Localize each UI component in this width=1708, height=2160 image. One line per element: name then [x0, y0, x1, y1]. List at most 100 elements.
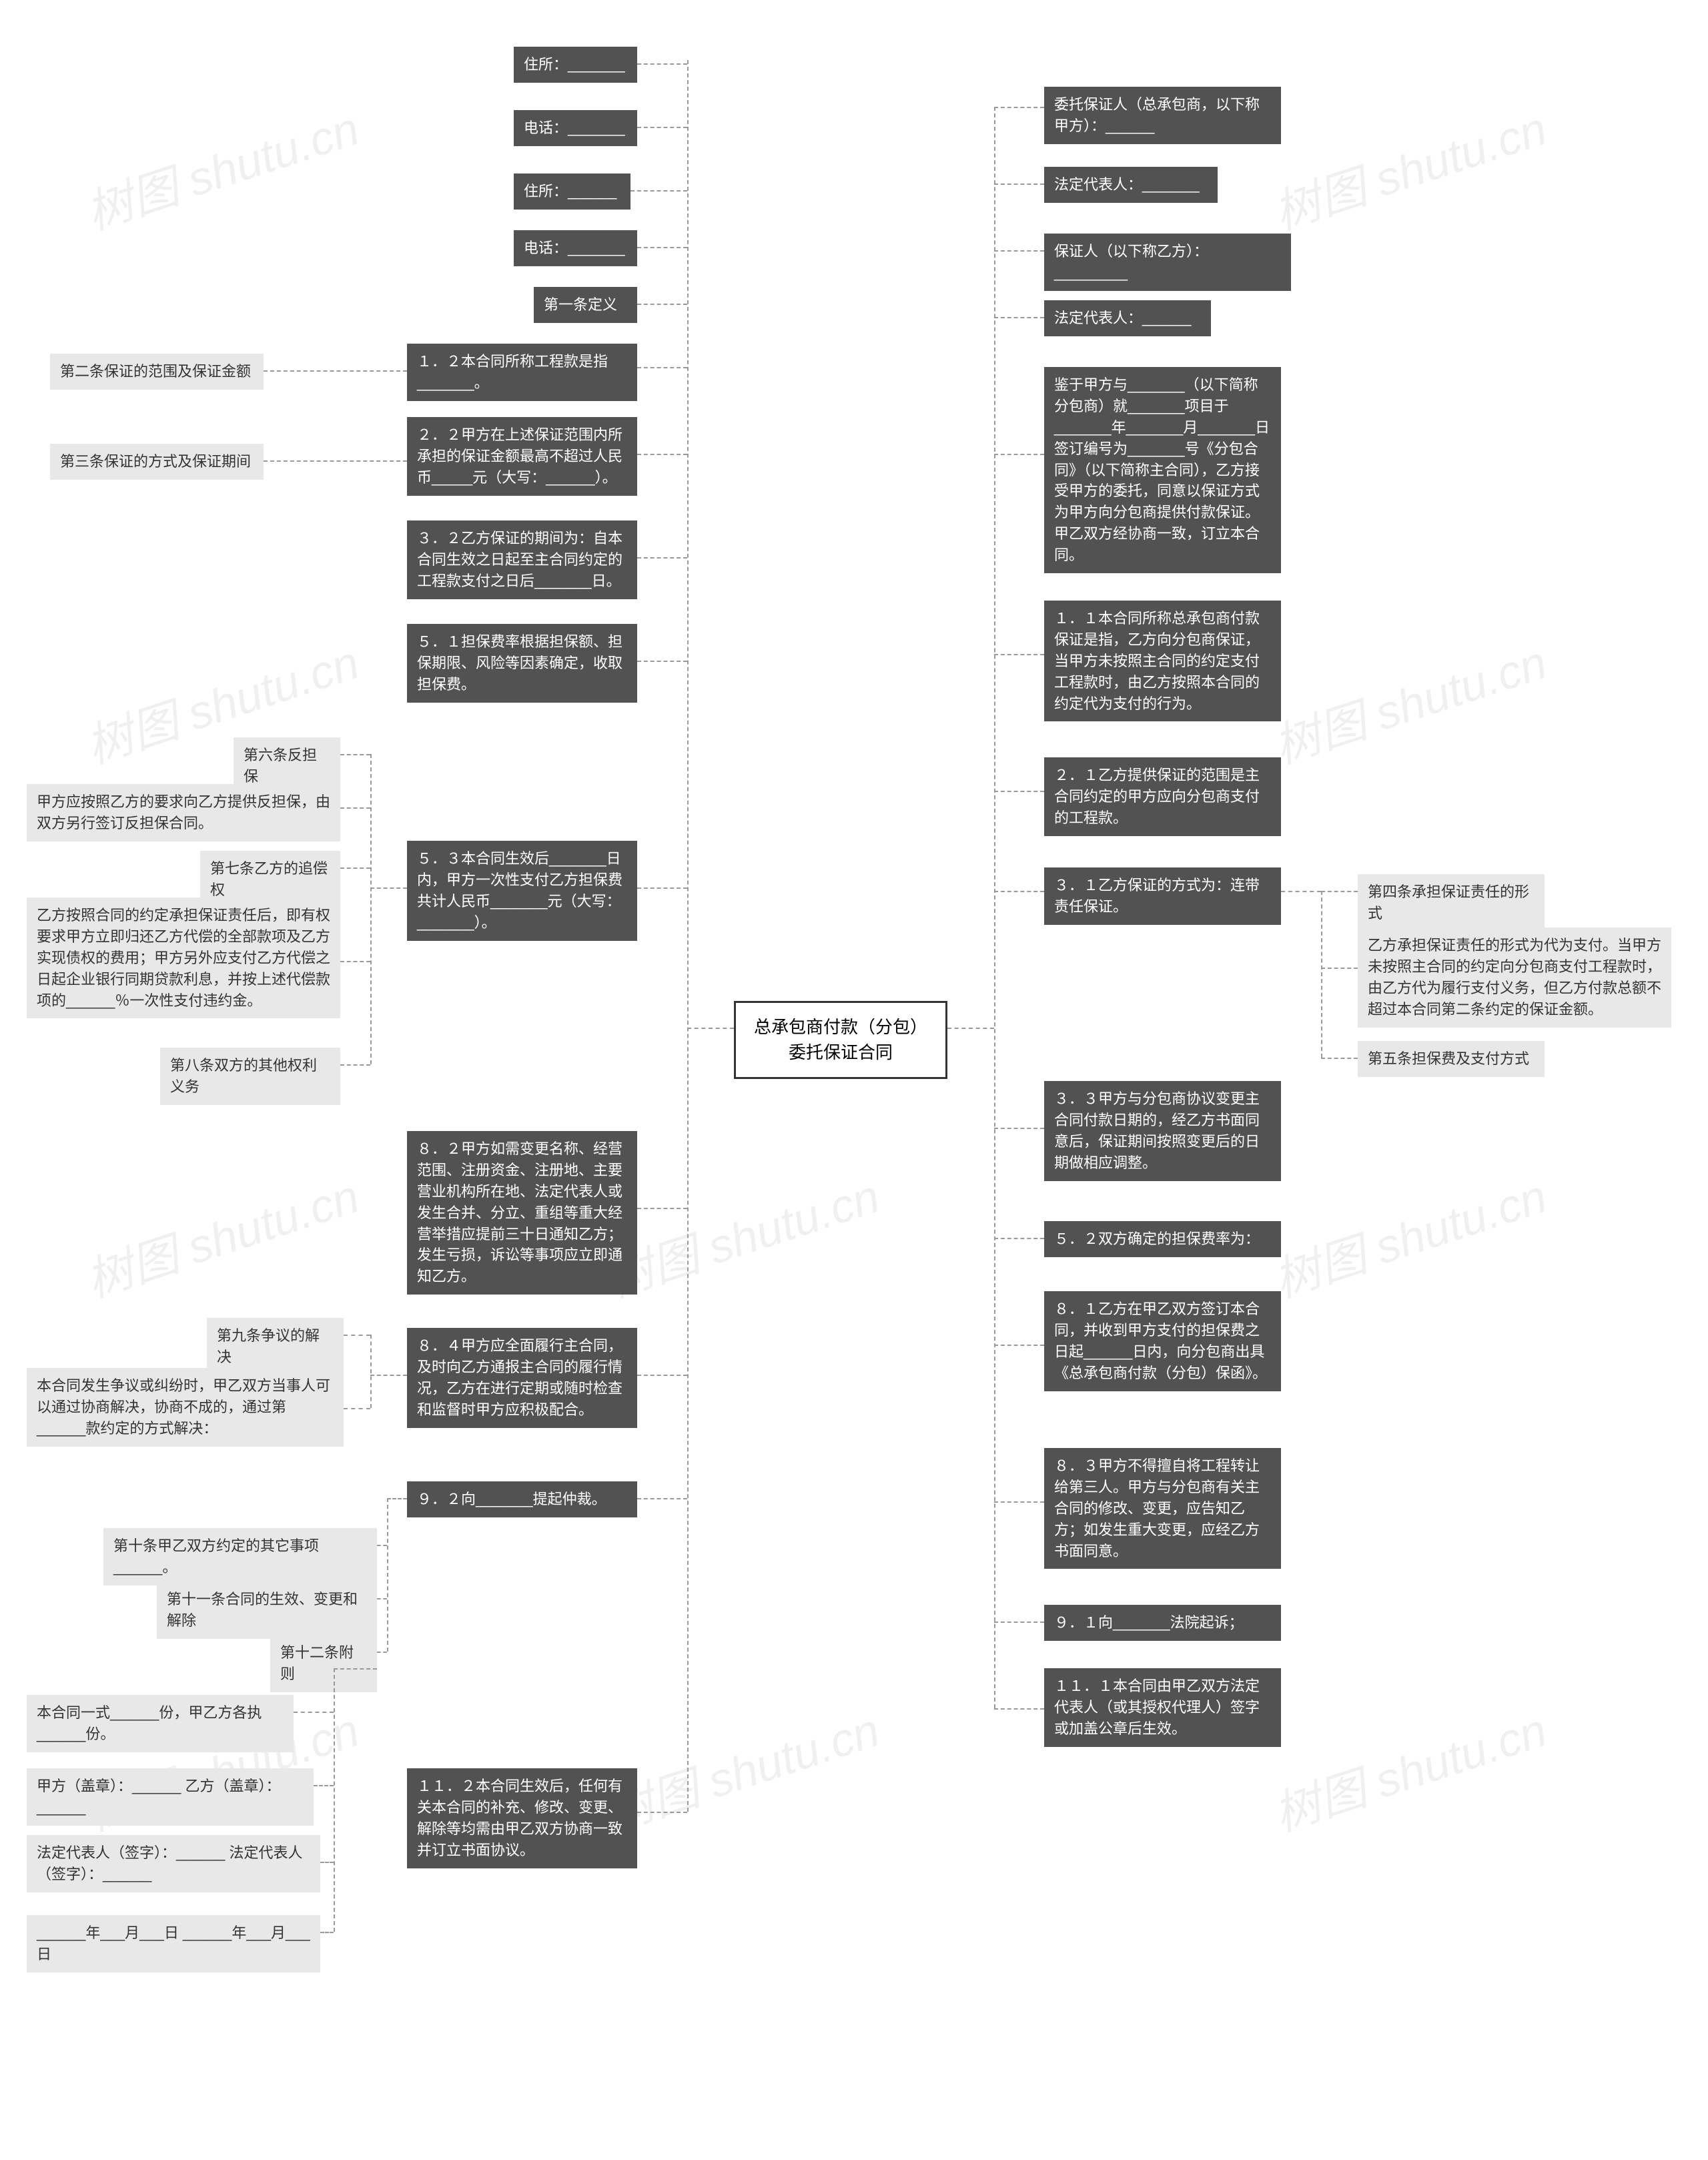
conn-l1 [637, 127, 687, 128]
left-c12b: 第十一条合同的生效、变更和解除 [157, 1581, 377, 1639]
conn-r4 [994, 454, 1044, 455]
conn-root-left [687, 1028, 734, 1029]
right-r13: １１．１本合同由甲乙双方法定代表人（或其授权代理人）签字或加盖公章后生效。 [1044, 1668, 1281, 1747]
conn-l9d [340, 961, 370, 962]
conn-l12 [637, 1498, 687, 1499]
left-c9: ５．３本合同生效后_______日内，甲方一次性支付乙方担保费共计人民币____… [407, 841, 637, 941]
left-c9d: 乙方按照合同的约定承担保证责任后，即有权要求甲方立即归还乙方代偿的全部款项及乙方… [27, 897, 340, 1018]
conn-r7-out [1281, 891, 1321, 892]
left-c2: 住所：______ [514, 173, 630, 210]
conn-l9-spine [370, 754, 372, 1064]
conn-l12c-out [334, 1668, 377, 1670]
conn-r8 [994, 1128, 1044, 1129]
conn-r7c [1321, 1058, 1358, 1059]
conn-l12g [320, 1932, 334, 1933]
conn-l11-out [370, 1375, 407, 1376]
left-c12a: 第十条甲乙双方约定的其它事项______。 [103, 1528, 377, 1585]
watermark: 树图 shutu.cn [77, 1159, 367, 1311]
right-r7: ３．１乙方保证的方式为：连带责任保证。 [1044, 867, 1281, 925]
conn-r5 [994, 654, 1044, 655]
conn-l9-out [370, 887, 407, 889]
right-r7a: 第四条承担保证责任的形式 [1358, 874, 1545, 932]
left-c4: 第一条定义 [534, 287, 637, 323]
conn-l12-spine1 [387, 1498, 388, 1652]
right-r10: ８．１乙方在甲乙双方签订本合同，并收到甲方支付的担保费之日起______日内，向… [1044, 1291, 1281, 1391]
watermark: 树图 shutu.cn [597, 1159, 887, 1311]
left-c11a: 第九条争议的解决 [207, 1318, 344, 1375]
root-node: 总承包商付款（分包）委托保证合同 [734, 1001, 947, 1079]
watermark: 树图 shutu.cn [1264, 1693, 1555, 1844]
conn-l12c [377, 1652, 387, 1653]
left-c5: １．２本合同所称工程款是指_______。 [407, 344, 637, 401]
watermark: 树图 shutu.cn [1264, 91, 1555, 243]
conn-r7 [994, 891, 1044, 892]
right-r8: ３．３甲方与分包商协议变更主合同付款日期的，经乙方书面同意后，保证期间按照变更后… [1044, 1081, 1281, 1181]
conn-r0 [994, 107, 1044, 108]
watermark: 树图 shutu.cn [597, 1693, 887, 1844]
left-c12g: ______年___月___日 ______年___月___日 [27, 1915, 320, 1972]
conn-l13 [637, 1812, 687, 1813]
right-r7c: 第五条担保费及支付方式 [1358, 1041, 1545, 1077]
conn-left-spine [687, 60, 689, 1812]
conn-l12b [377, 1598, 387, 1599]
left-c12c: 第十二条附则 [270, 1635, 377, 1692]
right-r6: ２．１乙方提供保证的范围是主合同约定的甲方应向分包商支付的工程款。 [1044, 757, 1281, 836]
left-c12: ９．２向_______提起仲裁。 [407, 1481, 637, 1517]
left-c6a: 第三条保证的方式及保证期间 [50, 444, 264, 480]
conn-r7-spine [1321, 891, 1322, 1058]
conn-l9a [340, 754, 370, 755]
watermark: 树图 shutu.cn [77, 91, 367, 243]
conn-l10 [637, 1208, 687, 1209]
conn-l12d [294, 1712, 334, 1713]
right-r7b: 乙方承担保证责任的形式为代为支付。当甲方未按照主合同的约定向分包商支付工程款时，… [1358, 928, 1671, 1028]
right-r4: 鉴于甲方与_______（以下简称分包商）就_______项目于_______年… [1044, 367, 1281, 573]
conn-l11a [344, 1335, 370, 1336]
right-r12: ９．１向_______法院起诉； [1044, 1605, 1281, 1641]
conn-r1 [994, 184, 1044, 185]
conn-l11-spine [370, 1335, 372, 1408]
conn-l6 [637, 454, 687, 455]
right-r3: 法定代表人：______ [1044, 300, 1211, 336]
conn-l12e [314, 1785, 334, 1786]
conn-r7a [1321, 891, 1358, 892]
left-c6: ２．２甲方在上述保证范围内所承担的保证金额最高不超过人民币_____元（大写：_… [407, 417, 637, 496]
left-c11: ８．４甲方应全面履行主合同，及时向乙方通报主合同的履行情况，乙方在进行定期或随时… [407, 1328, 637, 1428]
left-c12d: 本合同一式______份，甲乙方各执______份。 [27, 1695, 294, 1752]
conn-r6 [994, 791, 1044, 792]
conn-l5 [637, 367, 687, 368]
conn-r3 [994, 317, 1044, 318]
left-c3: 电话：_______ [514, 230, 637, 266]
conn-r12 [994, 1622, 1044, 1623]
conn-l5a [264, 370, 407, 372]
conn-r9 [994, 1238, 1044, 1239]
conn-l12a [377, 1545, 387, 1546]
left-c11b: 本合同发生争议或纠纷时，甲乙双方当事人可以通过协商解决，协商不成的，通过第___… [27, 1368, 344, 1447]
conn-l12-out [387, 1498, 407, 1499]
conn-l8 [637, 661, 687, 662]
conn-l4 [637, 304, 687, 305]
conn-l3 [637, 247, 687, 248]
right-r11: ８．３甲方不得擅自将工程转让给第三人。甲方与分包商有关主合同的修改、变更，应告知… [1044, 1448, 1281, 1569]
right-r0: 委托保证人（总承包商，以下称甲方）：______ [1044, 87, 1281, 144]
left-c1: 电话：_______ [514, 110, 637, 146]
left-c5a: 第二条保证的范围及保证金额 [50, 354, 264, 390]
left-c8: ５．１担保费率根据担保额、担保期限、风险等因素确定，收取担保费。 [407, 624, 637, 703]
conn-l12f [320, 1862, 334, 1863]
watermark: 树图 shutu.cn [1264, 625, 1555, 777]
left-c12e: 甲方（盖章）：______ 乙方（盖章）：______ [27, 1768, 314, 1826]
right-r2: 保证人（以下称乙方）：_________ [1044, 234, 1291, 291]
conn-l9 [637, 887, 687, 889]
conn-l11 [637, 1375, 687, 1376]
right-r5: １．１本合同所称总承包商付款保证是指，乙方向分包商保证，当甲方未按照主合同的约定… [1044, 601, 1281, 721]
left-c7: ３．２乙方保证的期间为：自本合同生效之日起至主合同约定的工程款支付之日后____… [407, 520, 637, 599]
conn-l11b [344, 1408, 370, 1409]
conn-l6a [264, 460, 407, 462]
conn-r2 [994, 250, 1044, 252]
conn-r13 [994, 1708, 1044, 1710]
conn-r11 [994, 1501, 1044, 1503]
conn-l2 [630, 190, 687, 192]
conn-r10 [994, 1345, 1044, 1346]
conn-l9b [340, 807, 370, 809]
left-c10: ８．２甲方如需变更名称、经营范围、注册资金、注册地、主要营业机构所在地、法定代表… [407, 1131, 637, 1295]
left-c13: １１．２本合同生效后，任何有关本合同的补充、修改、变更、解除等均需由甲乙双方协商… [407, 1768, 637, 1868]
